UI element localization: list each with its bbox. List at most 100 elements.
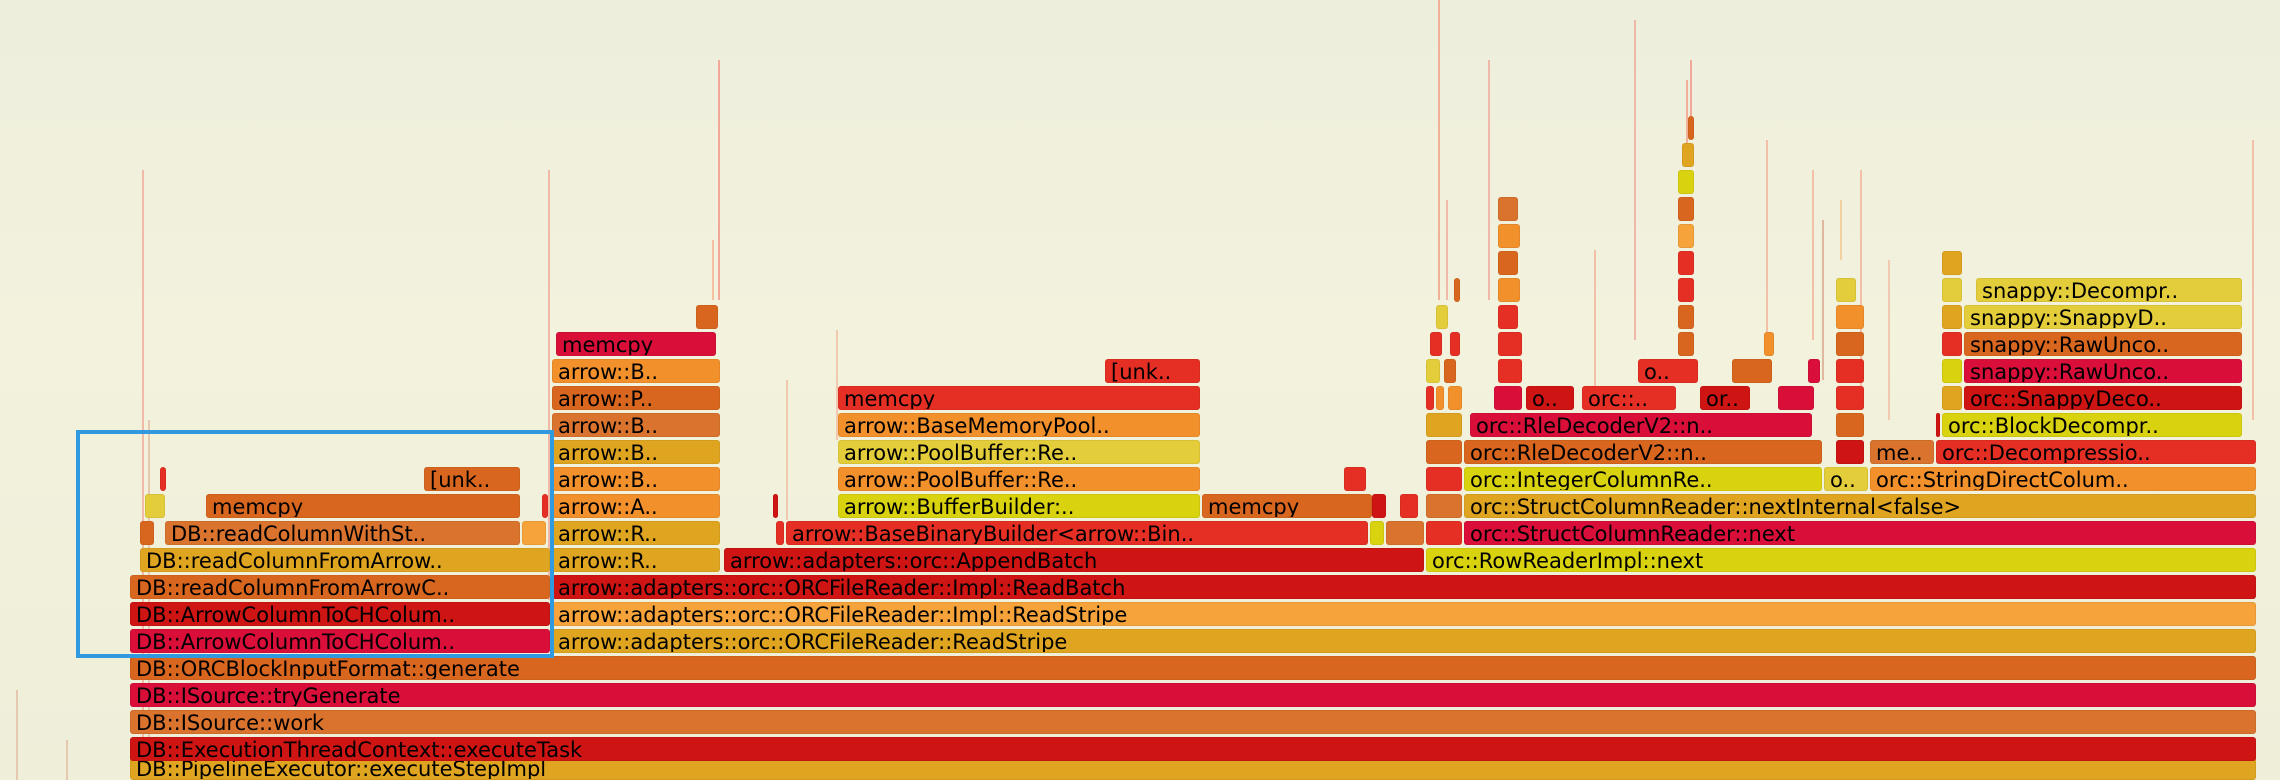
stack-frame[interactable] (1426, 521, 1462, 545)
stack-frame[interactable] (1678, 305, 1694, 329)
stack-frame[interactable]: arrow::adapters::orc::AppendBatch (724, 548, 1424, 572)
stack-frame[interactable]: or.. (1700, 386, 1750, 410)
stack-frame[interactable]: orc::BlockDecompr.. (1942, 413, 2242, 437)
stack-frame[interactable] (1426, 467, 1462, 491)
stack-frame[interactable]: orc::Decompressio.. (1936, 440, 2256, 464)
stack-frame[interactable]: DB::ExecutionThreadContext::executeTask (130, 737, 2256, 761)
stack-frame[interactable]: [unk.. (424, 467, 520, 491)
stack-frame[interactable] (1344, 467, 1366, 491)
stack-frame[interactable]: orc::SnappyDeco.. (1964, 386, 2242, 410)
stack-frame[interactable]: DB::readColumnWithSt.. (165, 521, 520, 545)
stack-frame[interactable] (1942, 305, 1962, 329)
stack-frame[interactable]: orc::IntegerColumnRe.. (1464, 467, 1822, 491)
stack-frame[interactable] (1436, 386, 1444, 410)
stack-frame[interactable] (1942, 386, 1962, 410)
stack-frame[interactable]: orc::StructColumnReader::next (1464, 521, 2256, 545)
stack-frame[interactable]: o.. (1824, 467, 1868, 491)
stack-frame[interactable]: arrow::adapters::orc::ORCFileReader::Imp… (552, 602, 2256, 626)
stack-frame[interactable] (776, 521, 784, 545)
stack-frame[interactable] (1732, 359, 1772, 383)
stack-frame[interactable] (1836, 440, 1864, 464)
stack-frame[interactable] (522, 521, 546, 545)
stack-frame[interactable]: arrow::B.. (552, 467, 720, 491)
stack-frame[interactable] (1836, 359, 1864, 383)
stack-frame[interactable] (1444, 359, 1456, 383)
stack-frame[interactable]: memcpy (556, 332, 716, 356)
stack-frame[interactable] (1808, 359, 1820, 383)
stack-frame[interactable] (1448, 386, 1462, 410)
stack-frame[interactable] (1942, 278, 1962, 302)
stack-frame[interactable]: arrow::B.. (552, 413, 720, 437)
stack-frame[interactable]: snappy::RawUnco.. (1964, 332, 2242, 356)
stack-frame[interactable] (1498, 197, 1518, 221)
stack-frame[interactable]: DB::ISource::tryGenerate (130, 683, 2256, 707)
stack-frame[interactable] (1454, 278, 1460, 302)
stack-frame[interactable] (1450, 332, 1460, 356)
stack-frame[interactable] (1678, 251, 1694, 275)
stack-frame[interactable]: arrow::PoolBuffer::Re.. (838, 440, 1200, 464)
stack-frame[interactable] (1836, 332, 1864, 356)
stack-frame[interactable] (1836, 413, 1864, 437)
stack-frame[interactable] (1678, 332, 1694, 356)
stack-frame[interactable]: DB::ORCBlockInputFormat::generate (130, 656, 2256, 680)
stack-frame[interactable] (1494, 386, 1522, 410)
stack-frame[interactable]: orc::StringDirectColum.. (1870, 467, 2256, 491)
stack-frame[interactable] (1688, 116, 1694, 140)
stack-frame[interactable] (1498, 332, 1522, 356)
stack-frame[interactable]: arrow::PoolBuffer::Re.. (838, 467, 1200, 491)
stack-frame[interactable]: arrow::R.. (552, 521, 720, 545)
stack-frame[interactable] (1436, 305, 1448, 329)
stack-frame[interactable]: orc::.. (1582, 386, 1676, 410)
stack-frame[interactable] (1678, 278, 1694, 302)
stack-frame[interactable] (696, 305, 718, 329)
stack-frame[interactable] (1942, 251, 1962, 275)
stack-frame[interactable]: arrow::adapters::orc::ORCFileReader::Rea… (552, 629, 2256, 653)
stack-frame[interactable] (1778, 386, 1814, 410)
stack-frame[interactable]: snappy::Decompr.. (1976, 278, 2242, 302)
stack-frame[interactable]: arrow::B.. (552, 440, 720, 464)
stack-frame[interactable]: DB::readColumnFromArrowC.. (130, 575, 550, 599)
stack-frame[interactable]: DB::ISource::work (130, 710, 2256, 734)
stack-frame[interactable] (1426, 386, 1434, 410)
stack-frame[interactable] (1836, 386, 1864, 410)
stack-frame[interactable] (1678, 197, 1694, 221)
stack-frame[interactable] (542, 494, 548, 518)
stack-frame[interactable]: o.. (1638, 359, 1698, 383)
stack-frame[interactable] (1370, 521, 1384, 545)
stack-frame[interactable] (1764, 332, 1774, 356)
stack-frame[interactable] (1942, 332, 1962, 356)
stack-frame[interactable]: arrow::BaseMemoryPool.. (838, 413, 1200, 437)
stack-frame[interactable]: [unk.. (1105, 359, 1200, 383)
stack-frame[interactable] (1936, 413, 1940, 437)
stack-frame[interactable] (1430, 332, 1442, 356)
stack-frame[interactable]: memcpy (206, 494, 520, 518)
stack-frame[interactable]: arrow::A.. (552, 494, 720, 518)
stack-frame[interactable]: snappy::RawUnco.. (1964, 359, 2242, 383)
stack-frame[interactable]: orc::StructColumnReader::nextInternal<fa… (1464, 494, 2256, 518)
stack-frame[interactable] (1498, 359, 1522, 383)
stack-frame[interactable] (1942, 359, 1962, 383)
stack-frame[interactable] (1426, 494, 1462, 518)
stack-frame[interactable] (1372, 494, 1386, 518)
stack-frame[interactable] (1682, 143, 1694, 167)
stack-frame[interactable]: memcpy (838, 386, 1200, 410)
stack-frame[interactable]: o.. (1526, 386, 1574, 410)
stack-frame[interactable] (1836, 278, 1856, 302)
stack-frame[interactable] (1426, 359, 1440, 383)
stack-frame[interactable]: memcpy (1202, 494, 1372, 518)
stack-frame[interactable] (773, 494, 778, 518)
stack-frame[interactable] (145, 494, 165, 518)
stack-frame[interactable] (1498, 251, 1518, 275)
stack-frame[interactable] (1678, 170, 1694, 194)
stack-frame[interactable] (1498, 305, 1518, 329)
stack-frame[interactable]: arrow::adapters::orc::ORCFileReader::Imp… (552, 575, 2256, 599)
stack-frame[interactable]: arrow::BaseBinaryBuilder<arrow::Bin.. (786, 521, 1368, 545)
stack-frame[interactable]: DB::ArrowColumnToCHColum.. (130, 629, 550, 653)
stack-frame[interactable] (140, 521, 154, 545)
stack-frame[interactable] (1426, 413, 1462, 437)
stack-frame[interactable]: me.. (1870, 440, 1934, 464)
stack-frame[interactable]: arrow::R.. (552, 548, 720, 572)
stack-frame[interactable]: orc::RleDecoderV2::n.. (1464, 440, 1822, 464)
stack-frame[interactable]: DB::ArrowColumnToCHColum.. (130, 602, 550, 626)
stack-frame[interactable]: arrow::BufferBuilder:.. (838, 494, 1200, 518)
